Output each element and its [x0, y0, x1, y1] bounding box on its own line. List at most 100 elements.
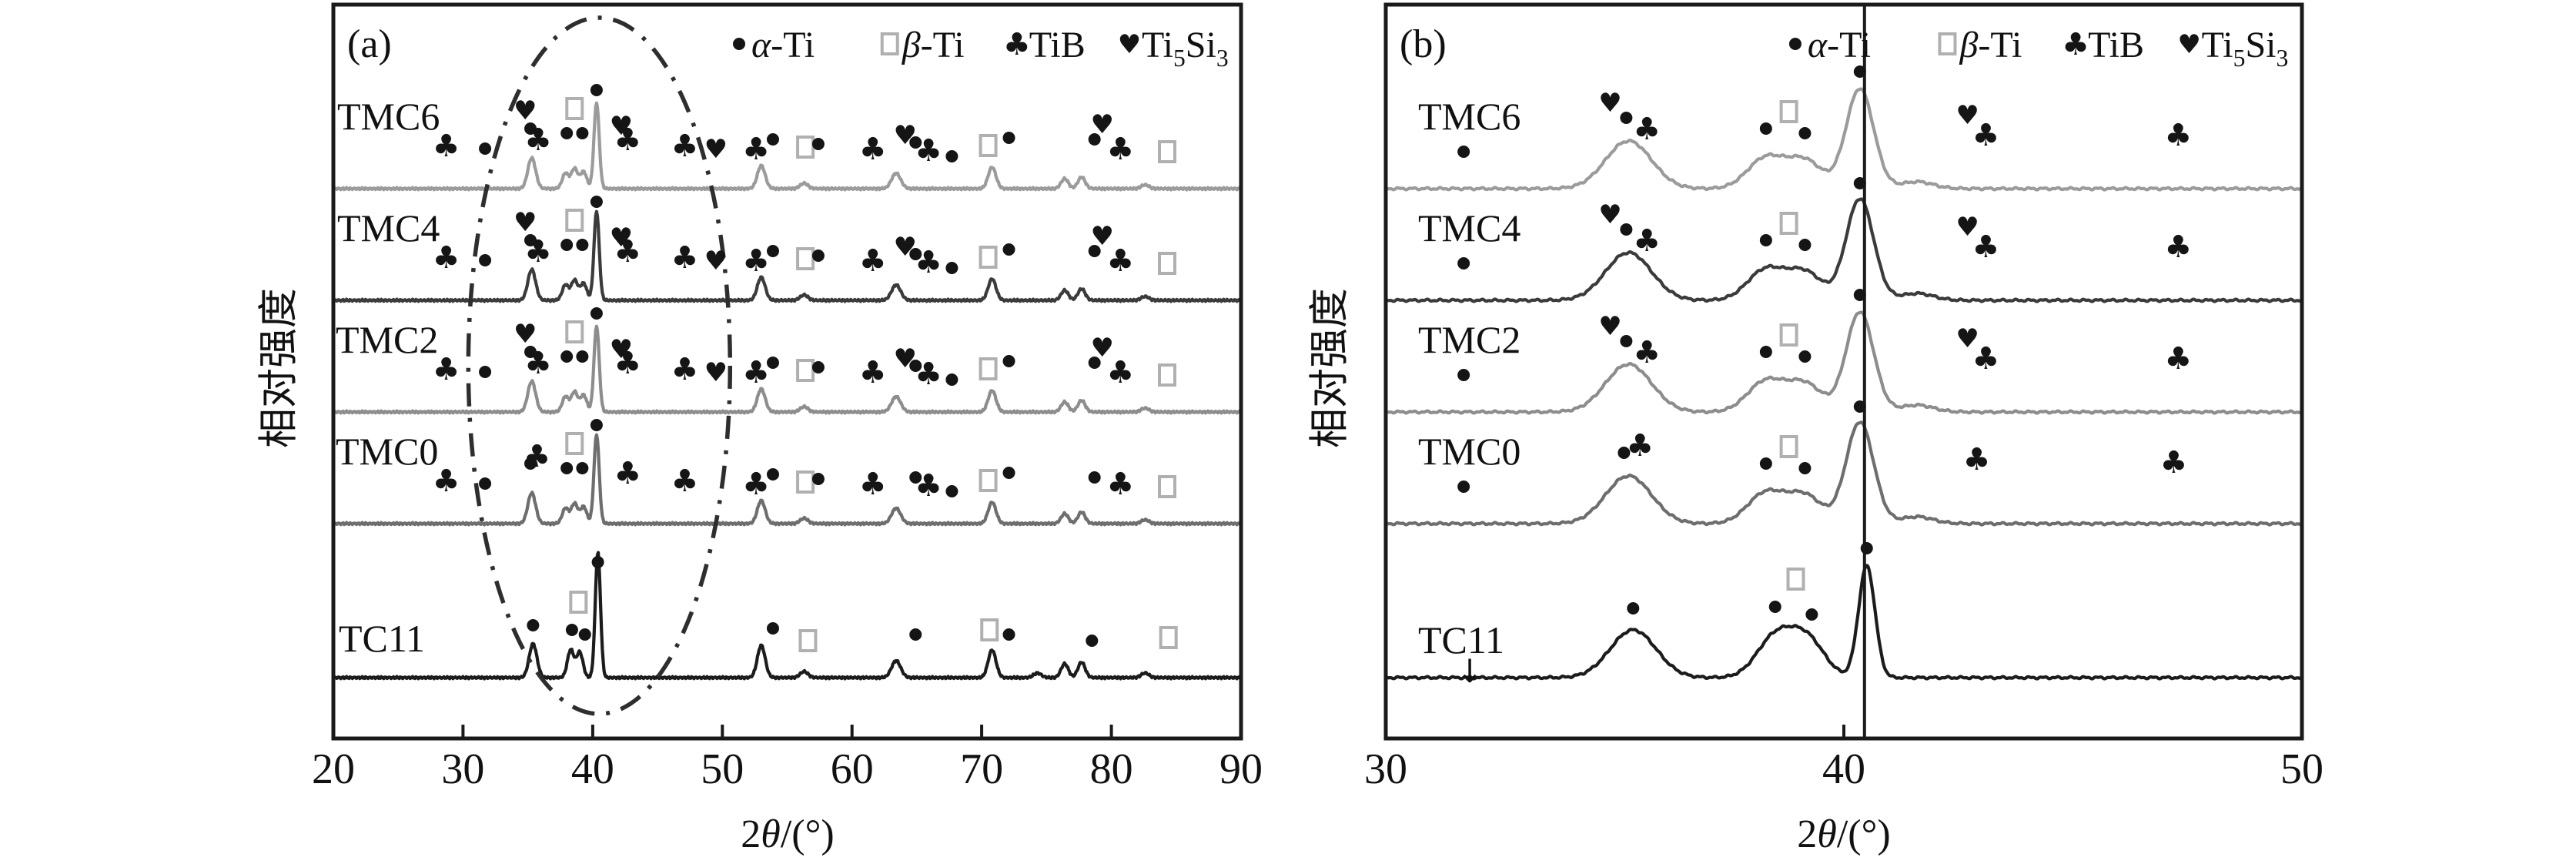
marker-tib-icon: ♣: [859, 132, 887, 167]
marker-alpha-icon: [1798, 239, 1812, 251]
marker-beta-icon: [979, 246, 998, 269]
marker-beta-icon: [979, 357, 998, 380]
marker-ti5si3-icon: ♥: [514, 95, 537, 126]
marker-beta-icon: [1157, 475, 1176, 498]
marker-tib-icon: ♣: [859, 355, 887, 390]
marker-alpha-icon: [524, 346, 537, 358]
marker-beta-icon: [1786, 568, 1805, 591]
marker-beta-icon: [979, 469, 998, 492]
marker-tib-icon: ♣: [433, 464, 460, 499]
marker-tib-icon: ♣: [742, 132, 770, 167]
marker-alpha-icon: [560, 239, 574, 251]
marker-alpha-icon: [1457, 481, 1470, 493]
series-label-tmc2: TMC2: [1418, 318, 1521, 361]
marker-alpha-icon: [1620, 223, 1633, 236]
marker-ti5si3-icon: ♥: [1091, 333, 1114, 363]
marker-tib-icon: ♣: [524, 439, 551, 474]
marker-alpha-icon: [909, 136, 922, 149]
marker-alpha-icon: [524, 234, 537, 246]
marker-alpha-icon: [1088, 245, 1101, 257]
marker-alpha-icon: [590, 307, 603, 320]
marker-alpha-icon: [591, 556, 604, 568]
marker-alpha-icon: [479, 254, 492, 266]
xrd-trace-tmc4: [332, 209, 1243, 303]
marker-tib-icon: ♣: [1633, 112, 1661, 147]
down-arrow-annotation-icon: ↓: [1456, 652, 1483, 690]
x-tick-label: 50: [2280, 745, 2323, 793]
marker-tib-icon: ♣: [1106, 467, 1134, 502]
marker-beta-icon: [565, 320, 584, 343]
marker-ti5si3-icon: ♥: [514, 207, 537, 238]
marker-tib-icon: ♣: [614, 456, 641, 491]
x-tick-label: 80: [1090, 745, 1133, 793]
marker-alpha-icon: [1088, 133, 1101, 146]
x-tick-label: 30: [1364, 745, 1407, 793]
y-axis-label-panel-b: 相对强度: [1309, 288, 1353, 448]
legend-ti5si3-icon: ♥: [1118, 29, 1141, 60]
marker-beta-icon: [565, 209, 584, 232]
xrd-trace-tmc6: [1384, 87, 2303, 192]
marker-alpha-icon: [590, 84, 603, 96]
series-label-tmc6: TMC6: [1418, 95, 1521, 138]
marker-tib-icon: ♣: [1633, 223, 1661, 259]
xrd-trace-tc11: [1384, 564, 2303, 681]
marker-alpha-icon: [524, 122, 537, 135]
panel-b: ♥♣ ♥♣ ♣♥♣ ♥♣ ♣♥♣ ♥♣ ♣♣ ♣ ♣TMC6TMC4TMC2TMC0TC11↓3…: [1364, 2, 2323, 856]
marker-alpha-icon: [1620, 112, 1633, 124]
marker-beta-icon: [1779, 435, 1798, 458]
legend-beta-ti-icon: [880, 32, 899, 55]
marker-ti5si3-icon: ♥: [1955, 212, 1979, 243]
marker-tib-icon: ♣: [1963, 442, 1991, 477]
marker-tib-icon: ♣: [915, 133, 942, 169]
marker-tib-icon: ♣: [614, 346, 641, 381]
marker-alpha-icon: [811, 361, 825, 373]
marker-ti5si3-icon: ♥: [704, 357, 728, 388]
marker-tib-icon: ♣: [742, 467, 770, 502]
marker-alpha-icon: [1853, 289, 1866, 301]
marker-tib-icon: ♣: [1972, 229, 2000, 265]
marker-alpha-icon: [1620, 335, 1633, 347]
marker-alpha-icon: [590, 196, 603, 208]
marker-tib-icon: ♣: [2164, 118, 2192, 153]
marker-tib-icon: ♣: [915, 357, 942, 392]
x-tick-label: 30: [441, 745, 484, 793]
series-label-tmc2: TMC2: [336, 318, 438, 361]
marker-alpha-icon: [766, 245, 779, 257]
xrd-trace-tmc4: [1384, 197, 2303, 303]
marker-tib-icon: ♣: [1106, 355, 1134, 390]
x-tick-label: 20: [312, 745, 355, 793]
plot-border: [1383, 2, 2304, 741]
xrd-trace-tmc2: [332, 324, 1243, 415]
xrd-trace-tmc0: [1384, 420, 2303, 527]
plot-border: [331, 2, 1243, 741]
marker-tib-icon: ♣: [1106, 132, 1134, 167]
marker-beta-icon: [796, 471, 815, 494]
series-label-tmc6: TMC6: [337, 95, 440, 138]
marker-beta-icon: [980, 618, 999, 641]
marker-alpha-icon: [576, 350, 589, 363]
marker-tib-icon: ♣: [671, 464, 699, 499]
marker-beta-icon: [1779, 212, 1798, 235]
marker-tib-icon: ♣: [859, 243, 887, 279]
marker-alpha-icon: [1853, 400, 1866, 413]
marker-alpha-icon: [1627, 602, 1640, 615]
marker-beta-icon: [1157, 252, 1176, 275]
marker-alpha-icon: [1805, 608, 1818, 621]
marker-alpha-icon: [1086, 635, 1099, 647]
marker-ti5si3-icon: ♥: [610, 334, 633, 365]
legend-beta-ti-icon: [1938, 32, 1957, 55]
marker-ti5si3-icon: ♥: [704, 246, 728, 276]
panel-a: ♣♥♣ ♥♣ ♣ ♥ ♣ ♣ ♥♣♥♣♣♥♣ ♥♣ ♣ ♥ ♣ ♣ ♥♣♥♣♣♥♣ ♥♣ ♣ ♥ ♣ ♣ ♥♣♥♣♣…: [312, 2, 1263, 856]
marker-beta-icon: [1159, 626, 1178, 649]
panel-letter: (a): [347, 22, 392, 66]
marker-beta-icon: [796, 359, 815, 382]
marker-tib-icon: ♣: [915, 245, 942, 280]
marker-alpha-icon: [1860, 542, 1873, 554]
marker-beta-icon: [1157, 363, 1176, 387]
marker-beta-icon: [979, 134, 998, 157]
marker-tib-icon: ♣: [1972, 341, 2000, 377]
marker-tib-icon: ♣: [742, 355, 770, 390]
marker-beta-icon: [569, 591, 588, 614]
series-label-tc11: TC11: [339, 617, 425, 660]
